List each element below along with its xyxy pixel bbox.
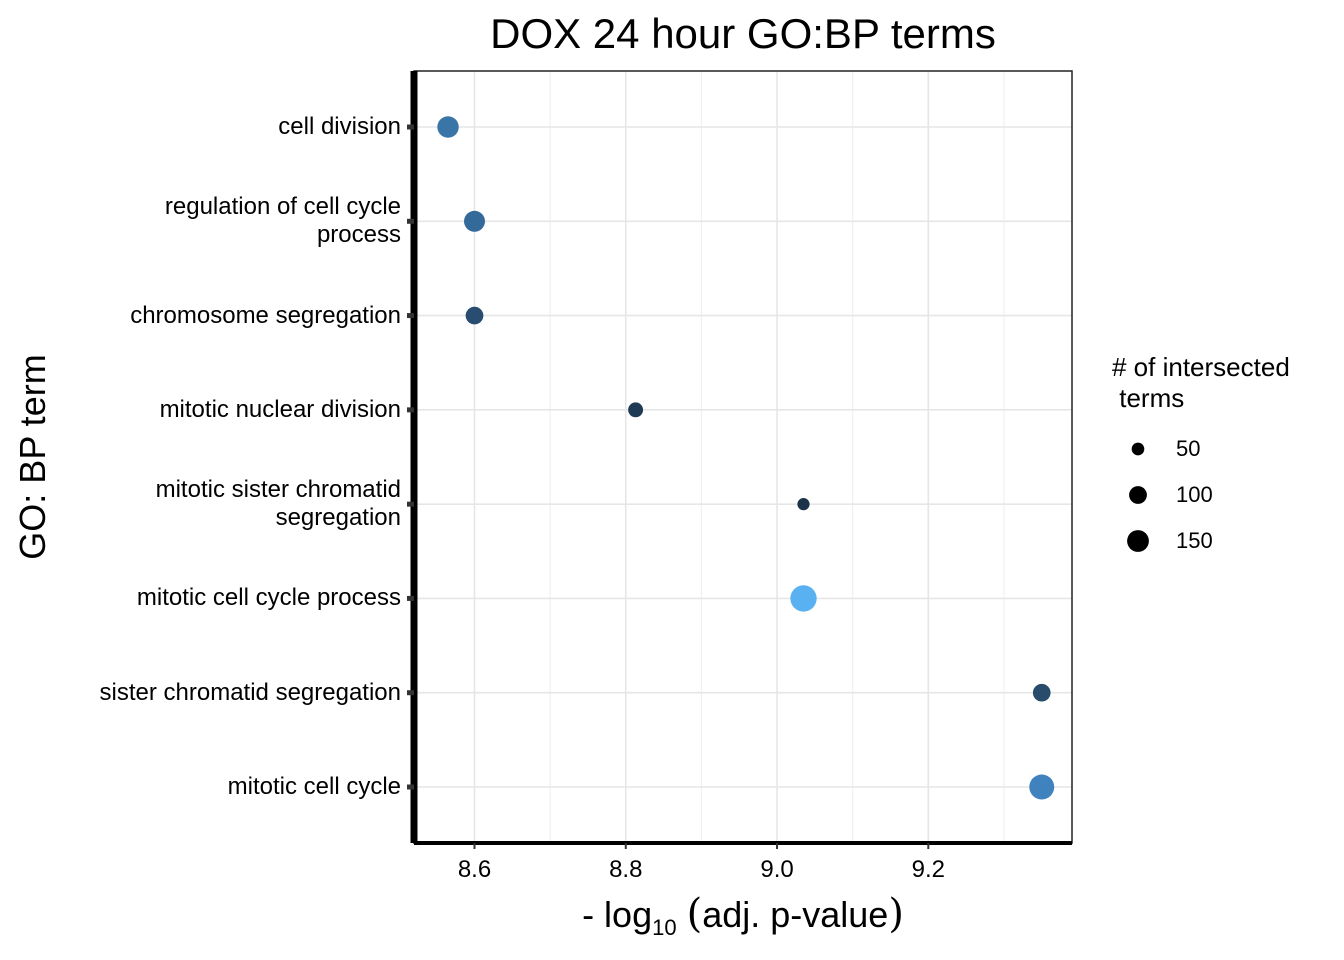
y-tick-label: mitotic sister chromatid segregation [155, 476, 401, 532]
panel-border [413, 70, 1073, 844]
data-point [1032, 683, 1051, 702]
data-point [790, 585, 817, 612]
y-tick-label: mitotic cell cycle process [136, 584, 401, 612]
data-point [437, 116, 459, 138]
y-tick-label: mitotic cell cycle [227, 773, 401, 800]
legend-title: # of intersected terms [1112, 352, 1290, 413]
legend-label: 50 [1176, 436, 1201, 461]
y-tick-label: chromosome segregation [130, 301, 401, 329]
x-axis-label-prefix: - log [582, 894, 653, 935]
legend-keys [1127, 442, 1149, 552]
y-tick-label: mitotic nuclear division [159, 395, 401, 423]
y-tick-label: cell division [278, 113, 401, 140]
data-point [628, 402, 644, 418]
legend-key [1127, 530, 1149, 552]
x-axis-label-text: adj. p-value [702, 894, 889, 935]
x-axis-label-subscript: 10 [652, 915, 677, 941]
x-tick-label: 8.8 [609, 856, 643, 883]
x-tick-label: 9.2 [911, 856, 945, 883]
legend-key [1131, 442, 1145, 456]
data-point [465, 306, 484, 325]
data-point [1029, 774, 1055, 800]
x-axis-label-close-paren: ) [888, 891, 904, 937]
data-points [437, 116, 1055, 800]
x-tick-label: 8.6 [457, 856, 492, 883]
legend-label: 100 [1176, 482, 1213, 507]
y-tick-label: sister chromatid segregation [99, 678, 401, 706]
legend-key [1129, 486, 1147, 504]
axis-ticks [407, 124, 930, 849]
grid-lines [414, 71, 1072, 843]
x-axis-label: - log10 (adj. p-value) [414, 890, 1072, 952]
data-point [464, 210, 485, 232]
chart-title: DOX 24 hour GO:BP terms [490, 10, 996, 57]
y-tick-label: regulation of cell cycle process [164, 193, 401, 249]
data-point [797, 498, 810, 511]
y-axis-label: GO: BP term [12, 354, 53, 560]
x-axis-label-open-paren: ( [686, 891, 703, 937]
legend-label: 150 [1176, 528, 1213, 553]
x-tick-label: 9.0 [760, 856, 794, 883]
